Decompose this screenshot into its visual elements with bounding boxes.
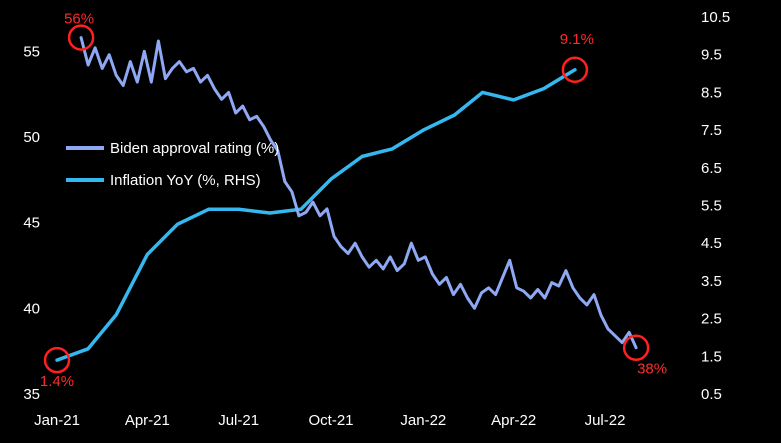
inflation-line (55, 68, 577, 362)
x-axis-tick-apr-21: Apr-21 (125, 412, 170, 429)
right-axis-tick-6.5: 6.5 (701, 160, 722, 177)
left-axis-tick-55: 55 (23, 43, 40, 60)
left-y-axis: 35 40 45 50 55 (23, 43, 40, 403)
legend: Biden approval rating (%) Inflation YoY … (66, 140, 279, 189)
annotation-label-4: 38% (637, 361, 667, 378)
series-layer (55, 36, 638, 362)
right-axis-tick-9.5: 9.5 (701, 47, 722, 64)
x-axis-tick-jul-21: Jul-21 (218, 412, 259, 429)
left-axis-tick-50: 50 (23, 129, 40, 146)
annotation-label-3: 9.1% (560, 31, 594, 48)
right-axis-tick-8.5: 8.5 (701, 84, 722, 101)
right-axis-tick-2.5: 2.5 (701, 311, 722, 328)
legend-label-inflation: Inflation YoY (%, RHS) (110, 172, 261, 189)
left-axis-tick-35: 35 (23, 386, 40, 403)
right-axis-tick-0.5: 0.5 (701, 386, 722, 403)
left-axis-tick-45: 45 (23, 215, 40, 232)
right-axis-tick-10.5: 10.5 (701, 9, 730, 26)
legend-label-approval: Biden approval rating (%) (110, 140, 279, 157)
approval-rating-line (79, 36, 638, 350)
annotation-circle-3 (561, 56, 589, 84)
x-axis-tick-jul-22: Jul-22 (585, 412, 626, 429)
left-axis-tick-40: 40 (23, 300, 40, 317)
x-axis-tick-oct-21: Oct-21 (308, 412, 353, 429)
annotation-circle-2 (43, 346, 71, 374)
annotation-label-1: 56% (64, 11, 94, 28)
right-axis-tick-7.5: 7.5 (701, 122, 722, 139)
x-axis: Jan-21 Apr-21 Jul-21 Oct-21 Jan-22 Apr-22 Jul-… (34, 412, 625, 429)
right-axis-tick-5.5: 5.5 (701, 198, 722, 215)
annotation-circle-1 (67, 24, 95, 51)
annotation-layer: 56% 1.4% 9.1% 38% (40, 11, 667, 391)
right-axis-tick-4.5: 4.5 (701, 235, 722, 252)
right-axis-tick-3.5: 3.5 (701, 273, 722, 290)
annotation-circle-4 (622, 334, 650, 361)
right-y-axis: 0.5 1.5 2.5 3.5 4.5 5.5 6.5 7.5 8.5 9.5 10.5 (701, 9, 730, 403)
x-axis-tick-apr-22: Apr-22 (491, 412, 536, 429)
right-axis-tick-1.5: 1.5 (701, 348, 722, 365)
x-axis-tick-jan-21: Jan-21 (34, 412, 80, 429)
annotation-label-2: 1.4% (40, 373, 74, 390)
x-axis-tick-jan-22: Jan-22 (400, 412, 446, 429)
